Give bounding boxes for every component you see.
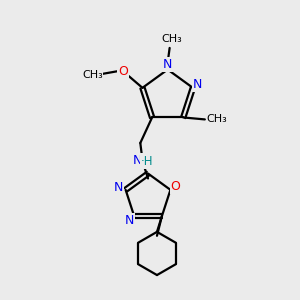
Text: O: O [170, 180, 180, 194]
Text: CH₃: CH₃ [161, 34, 182, 44]
Text: N: N [193, 78, 203, 92]
Text: N: N [133, 154, 142, 167]
Text: N: N [124, 214, 134, 226]
Text: ·H: ·H [141, 155, 153, 168]
Text: N: N [163, 58, 172, 71]
Text: CH₃: CH₃ [82, 70, 103, 80]
Text: N: N [114, 182, 124, 194]
Text: CH₃: CH₃ [206, 114, 227, 124]
Text: O: O [118, 64, 128, 78]
